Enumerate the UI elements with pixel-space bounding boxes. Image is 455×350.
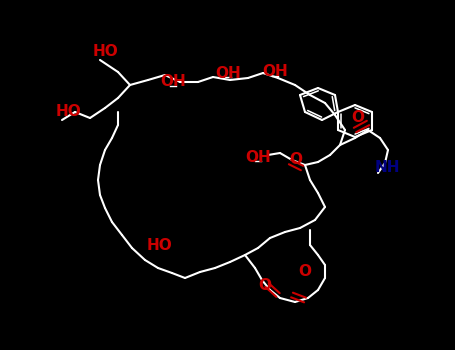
Text: O: O [289, 153, 303, 168]
Text: OH: OH [160, 75, 186, 90]
Text: OH: OH [215, 65, 241, 80]
Text: O: O [352, 111, 364, 126]
Text: HO: HO [56, 105, 82, 119]
Text: O: O [298, 265, 312, 280]
Text: O: O [258, 278, 272, 293]
Text: OH: OH [262, 64, 288, 79]
Text: NH: NH [374, 161, 400, 175]
Text: HO: HO [93, 44, 119, 60]
Text: OH: OH [245, 150, 271, 166]
Text: HO: HO [147, 238, 173, 252]
